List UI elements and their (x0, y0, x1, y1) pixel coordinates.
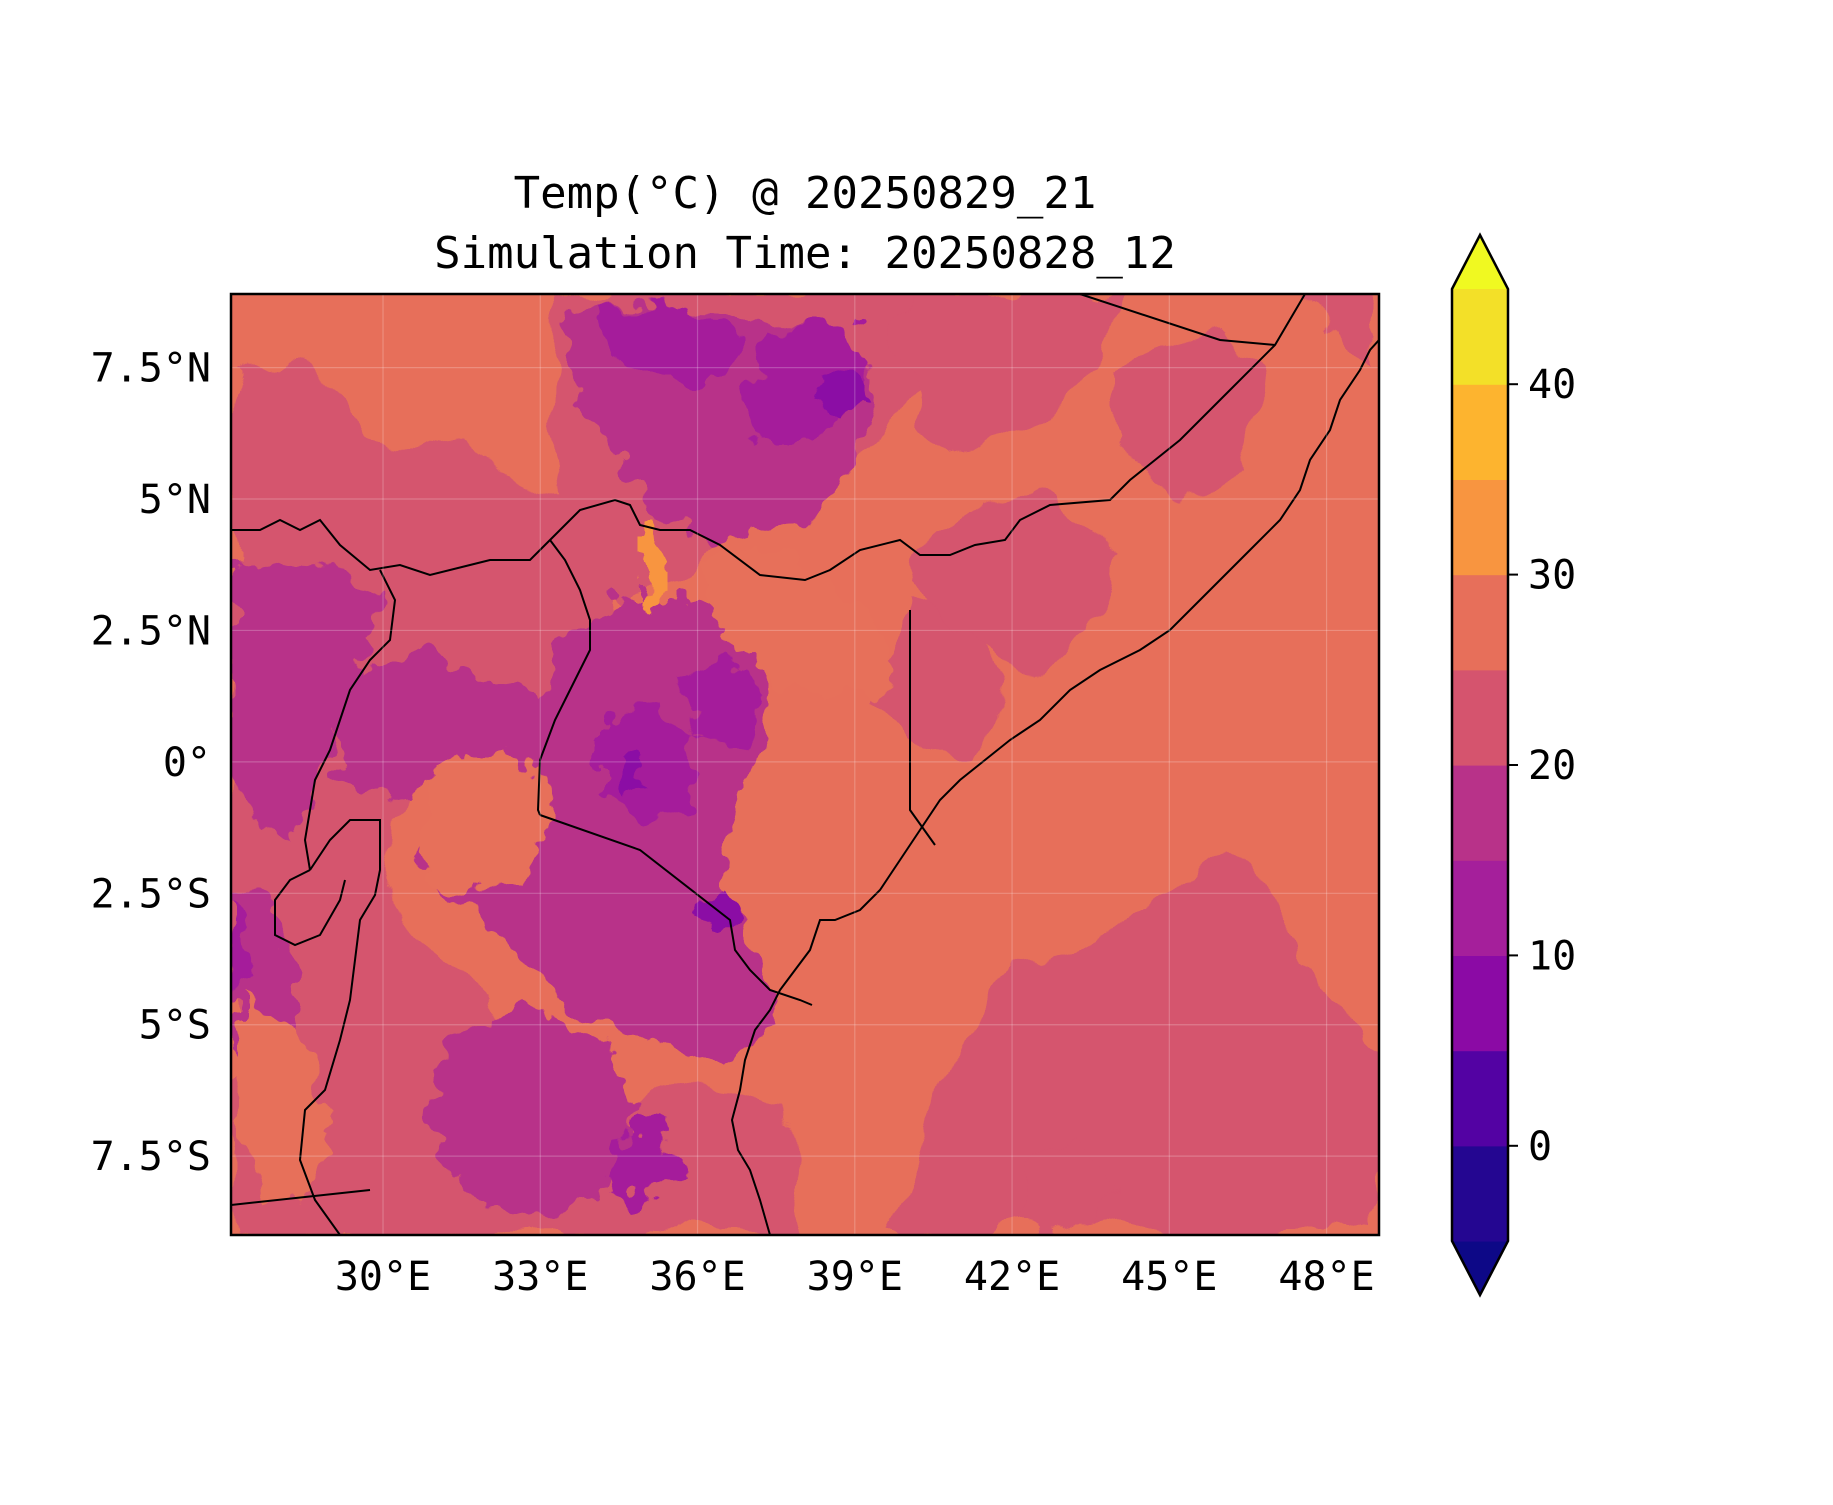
colorbar-segment (1452, 574, 1508, 671)
colorbar-segment (1452, 860, 1508, 956)
lat-tick-label: 7.5°S (91, 1134, 211, 1180)
colorbar-segment (1452, 1145, 1508, 1242)
lat-tick-label: 5°N (139, 477, 211, 523)
map-panel (231, 294, 1379, 1235)
colorbar-tick-label: 40 (1528, 362, 1576, 408)
colorbar-tick-label: 20 (1528, 743, 1576, 789)
lon-tick-label: 33°E (492, 1254, 588, 1300)
colorbar-extend-low (1452, 1241, 1508, 1295)
temperature-field-5-10 (615, 370, 870, 930)
lon-tick-label: 36°E (649, 1254, 745, 1300)
lon-tick-label: 45°E (1121, 1254, 1217, 1300)
longitude-axis: 30°E 33°E 36°E 39°E 42°E 45°E 48°E (335, 1254, 1375, 1300)
lat-tick-label: 2.5°S (91, 871, 211, 917)
colorbar-tick-label: 10 (1528, 933, 1576, 979)
colorbar-segment (1452, 765, 1508, 861)
lon-tick-label: 39°E (807, 1254, 903, 1300)
colorbar-outline (1450, 232, 1510, 1298)
colorbar-segment (1452, 289, 1508, 385)
colorbar-segment (1452, 955, 1508, 1052)
map-frame (229, 292, 1381, 1237)
latitude-axis: 7.5°N 5°N 2.5°N 0° 2.5°S 5°S 7.5°S (91, 346, 211, 1181)
lon-tick-label: 30°E (335, 1254, 431, 1300)
temperature-field-30-35 (640, 520, 665, 610)
colorbar: 0 10 20 30 40 (1450, 232, 1576, 1298)
colorbar-tick-label: 0 (1528, 1124, 1552, 1170)
lat-tick-label: 2.5°N (91, 608, 211, 654)
colorbar-tick-label: 30 (1528, 553, 1576, 599)
colorbar-segment (1452, 669, 1508, 766)
colorbar-extend-high (1452, 235, 1508, 289)
title-line-2: Simulation Time: 20250828_12 (434, 228, 1176, 279)
lon-tick-label: 42°E (964, 1254, 1060, 1300)
colorbar-segment (1452, 479, 1508, 576)
lat-tick-label: 7.5°N (91, 346, 211, 392)
coastline (730, 339, 1379, 1235)
colorbar-segment (1452, 1050, 1508, 1147)
colorbar-segment (1452, 384, 1508, 480)
temperature-field-25-30-inland (240, 540, 900, 1210)
title-line-1: Temp(°C) @ 20250829_21 (514, 168, 1097, 219)
country-borders (231, 294, 1306, 1235)
lat-tick-label: 5°S (139, 1003, 211, 1049)
lat-tick-label: 0° (163, 740, 211, 786)
temperature-field-10-15 (231, 300, 870, 1210)
lon-tick-label: 48°E (1278, 1254, 1374, 1300)
graticule (231, 294, 1379, 1235)
temperature-field-15-20 (231, 300, 880, 1220)
